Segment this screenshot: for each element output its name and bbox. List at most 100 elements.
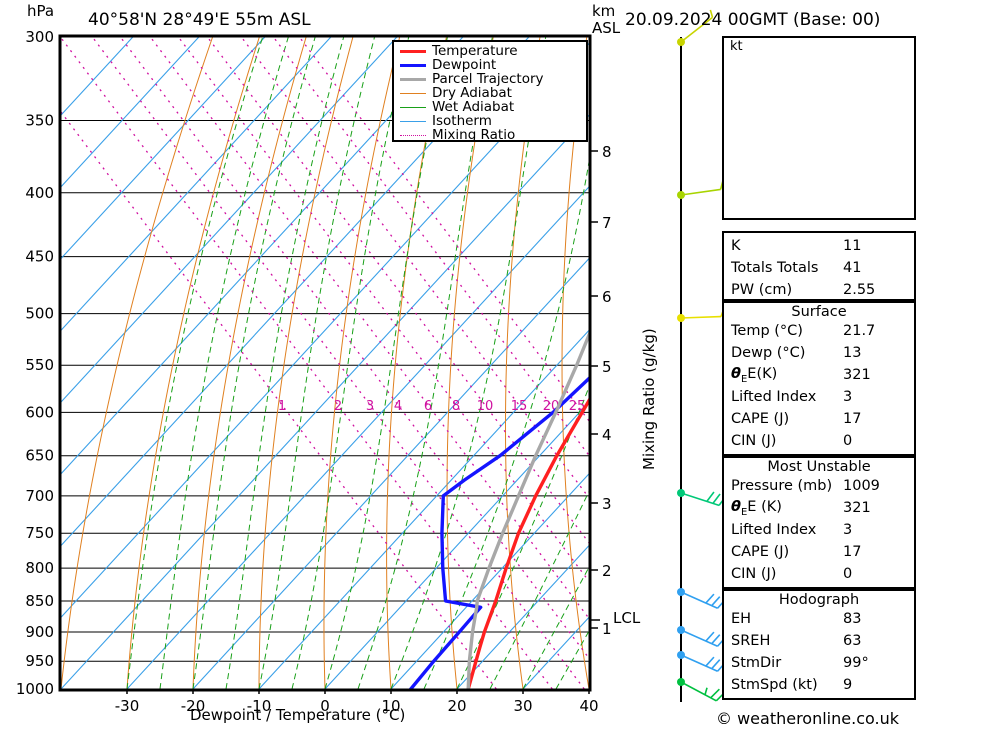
stat-value: 9 [843,677,853,693]
stat-key: θEE(K) [731,365,778,385]
legend-item-dry-adiabat: Dry Adiabat [398,86,586,100]
svg-text:750: 750 [25,524,54,542]
indices-panel: K 11 Totals Totals 41 PW (cm) 2.55 [722,231,916,301]
svg-text:-10: -10 [247,697,272,715]
stat-key: StmDir [731,655,782,671]
svg-text:950: 950 [25,652,54,670]
stat-value: 17 [843,411,862,427]
lcl-label: LCL [613,609,641,627]
stat-row: Lifted Index 3 [724,386,914,408]
stat-row: CAPE (J) 17 [724,541,914,563]
stat-value: 17 [843,544,862,560]
x-axis-title: Dewpoint / Temperature (°C) [190,706,406,724]
stat-value: 11 [843,238,862,254]
stat-value: 21.7 [843,323,876,339]
svg-text:350: 350 [25,111,54,129]
svg-text:40: 40 [579,697,598,715]
legend-label: Isotherm [432,113,492,129]
legend-item-mixing-ratio: Mixing Ratio [398,128,586,142]
svg-text:5: 5 [602,358,612,376]
stat-row: θEE (K) 321 [724,497,914,519]
legend-swatch [400,49,426,53]
stat-row: PW (cm) 2.55 [724,279,914,301]
svg-text:25: 25 [569,399,586,414]
svg-text:1: 1 [278,399,286,414]
stat-row: Totals Totals 41 [724,257,914,279]
stat-row: StmSpd (kt) 9 [724,674,914,696]
svg-text:10: 10 [477,399,494,414]
legend-item-wet-adiabat: Wet Adiabat [398,100,586,114]
legend-item-isotherm: Isotherm [398,114,586,128]
stat-row: EH 83 [724,608,914,630]
height-unit-label-2: ASL [592,19,621,37]
svg-text:300: 300 [25,28,54,46]
legend-swatch [400,77,426,81]
svg-text:-30: -30 [115,697,140,715]
stat-value: 13 [843,345,862,361]
stat-row: Pressure (mb) 1009 [724,475,914,497]
hodograph-stats-title: Hodograph [778,592,860,608]
svg-text:700: 700 [25,487,54,505]
datetime-title: 20.09.2024 00GMT (Base: 00) [625,10,881,30]
stat-value: 99° [843,655,869,671]
svg-text:650: 650 [25,447,54,465]
stat-key: Dewp (°C) [731,345,806,361]
legend-label: Dry Adiabat [432,85,512,101]
svg-text:4: 4 [602,426,612,444]
stat-value: 2.55 [843,282,876,298]
stat-row: Temp (°C) 21.7 [724,320,914,342]
svg-text:3: 3 [602,495,612,513]
legend-item-temperature: Temperature [398,44,586,58]
svg-text:20: 20 [447,697,466,715]
copyright-credit: © weatheronline.co.uk [716,709,899,728]
svg-text:10: 10 [381,697,400,715]
stat-row: Lifted Index 3 [724,519,914,541]
stat-key: Lifted Index [731,522,817,538]
svg-text:0: 0 [320,697,330,715]
svg-text:500: 500 [25,305,54,323]
stat-value: 83 [843,611,862,627]
surface-panel: Surface Temp (°C) 21.7 Dewp (°C) 13 θEE(K) 32… [722,301,916,456]
svg-text:1: 1 [602,620,612,638]
stat-key: CIN (J) [731,433,777,449]
legend-box: Temperature Dewpoint Parcel Trajectory Dry … [392,40,588,142]
svg-text:550: 550 [25,356,54,374]
stat-key: Totals Totals [731,260,819,276]
hodograph-panel: kt [722,36,916,220]
stat-key: PW (cm) [731,282,793,298]
most-unstable-panel-title: Most Unstable [767,459,871,475]
profile-layer [409,330,589,689]
stat-key: Pressure (mb) [731,478,833,494]
stat-key: K [731,238,741,254]
legend-label: Parcel Trajectory [432,71,544,87]
stat-key: CIN (J) [731,566,777,582]
svg-text:8: 8 [452,399,460,414]
legend-label: Wet Adiabat [432,99,515,115]
stat-row: K 11 [724,235,914,257]
height-unit-label-1: km [592,2,616,20]
legend-swatch [400,134,426,136]
svg-text:600: 600 [25,403,54,421]
legend-item-parcel-trajectory: Parcel Trajectory [398,72,586,86]
svg-text:800: 800 [25,559,54,577]
legend-swatch [400,120,426,122]
hodograph-stats-panel: Hodograph EH 83 SREH 63 StmDir 99° StmSpd (kt)… [722,589,916,700]
svg-text:15: 15 [511,399,528,414]
surface-panel-title: Surface [791,304,847,320]
stat-value: 3 [843,522,853,538]
svg-text:4: 4 [394,399,402,414]
most-unstable-panel: Most Unstable Pressure (mb) 1009 θEE (K) 32… [722,456,916,589]
stat-row: SREH 63 [724,630,914,652]
stat-value: 321 [843,367,871,383]
stat-key: CAPE (J) [731,544,790,560]
stat-key: SREH [731,633,771,649]
svg-text:8: 8 [602,143,612,161]
stat-row: CIN (J) 0 [724,430,914,452]
mixing-ratio-axis-title: Mixing Ratio (g/kg) [640,328,658,470]
svg-text:400: 400 [25,184,54,202]
tick-layer: 3003504004505005506006507007508008509009… [16,28,612,715]
stat-value: 41 [843,260,862,276]
svg-text:850: 850 [25,592,54,610]
svg-text:7: 7 [602,214,612,232]
stat-value: 1009 [843,478,880,494]
